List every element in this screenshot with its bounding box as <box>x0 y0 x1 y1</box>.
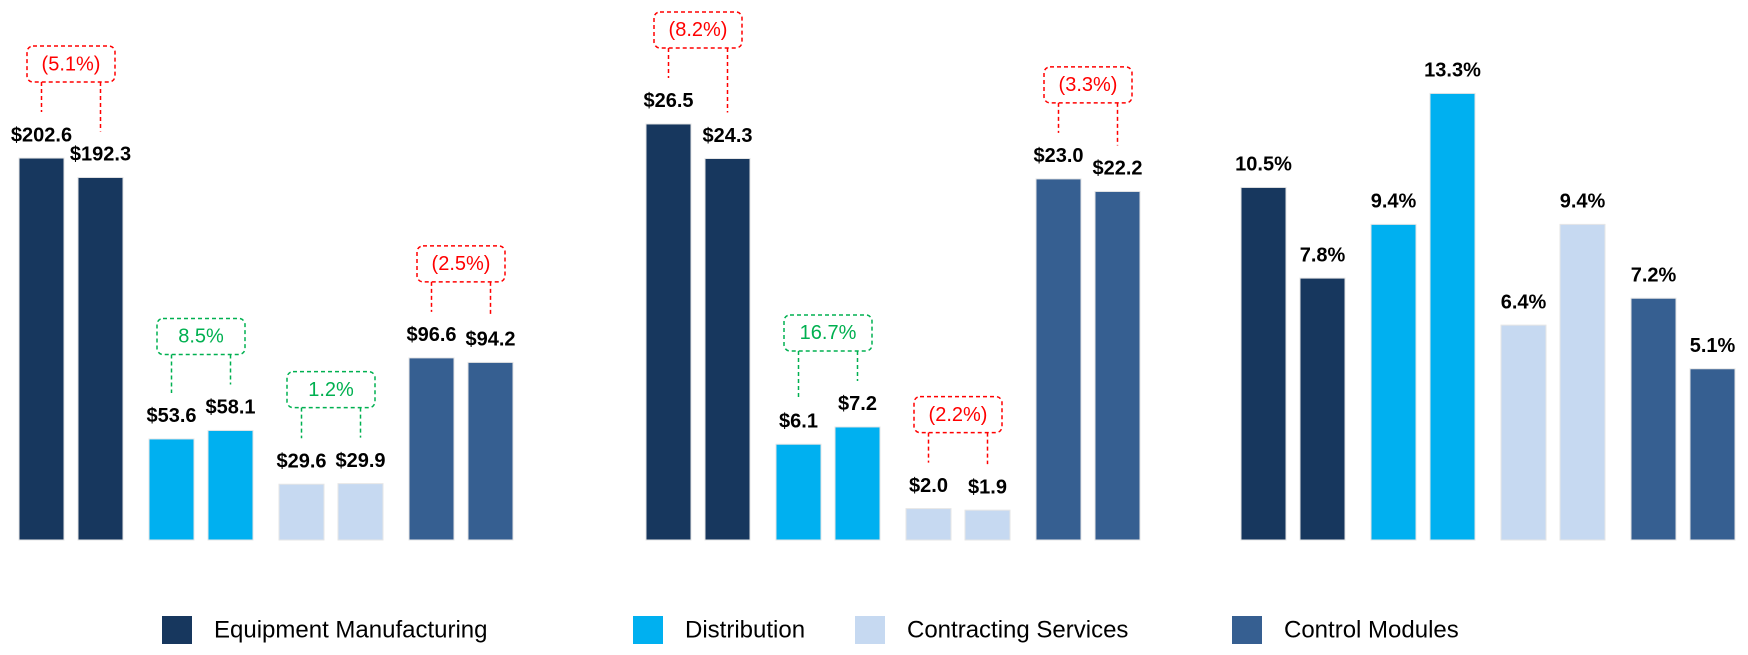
value-label: 9.4% <box>1560 191 1606 213</box>
legend-label: Distribution <box>685 616 805 643</box>
change-label: (2.2%) <box>929 404 988 426</box>
legend-swatch <box>162 616 192 644</box>
bar <box>148 438 195 541</box>
change-label: (8.2%) <box>669 19 728 41</box>
value-label: $6.1 <box>779 411 818 433</box>
value-label: $26.5 <box>643 90 693 112</box>
bar <box>18 157 65 541</box>
bar <box>1559 223 1606 541</box>
value-label: $7.2 <box>838 393 877 415</box>
value-label: 5.1% <box>1690 335 1736 357</box>
bar <box>207 429 254 541</box>
legend-swatch <box>633 616 663 644</box>
value-label: $29.6 <box>276 450 326 472</box>
bar <box>77 176 124 541</box>
bar <box>1299 277 1346 541</box>
bar <box>408 357 455 541</box>
change-box <box>156 317 246 356</box>
value-label: $53.6 <box>146 405 196 427</box>
bar <box>704 157 751 541</box>
bar <box>834 426 881 541</box>
bar <box>1370 223 1417 541</box>
bar <box>1689 368 1736 541</box>
value-label: $24.3 <box>702 125 752 147</box>
legend-swatch <box>855 616 885 644</box>
bar <box>1429 92 1476 541</box>
legend-label: Control Modules <box>1284 616 1459 643</box>
legend-swatch <box>1232 616 1262 644</box>
value-label: 10.5% <box>1235 154 1292 176</box>
value-label: $96.6 <box>406 324 456 346</box>
change-box <box>913 395 1003 434</box>
value-label: $94.2 <box>465 329 515 351</box>
value-label: 7.8% <box>1300 244 1346 266</box>
bar <box>1094 190 1141 541</box>
change-box <box>783 314 873 352</box>
change-box <box>653 11 743 49</box>
bar <box>1630 297 1677 541</box>
bar <box>1500 324 1547 541</box>
value-label: $29.9 <box>335 450 385 472</box>
legend-label: Contracting Services <box>907 616 1128 643</box>
value-label: $22.2 <box>1092 158 1142 180</box>
value-label: 13.3% <box>1424 60 1481 82</box>
bar <box>1035 178 1082 541</box>
value-label: $1.9 <box>968 476 1007 498</box>
change-label: (2.5%) <box>432 253 491 275</box>
bar <box>964 509 1011 541</box>
bar <box>905 508 952 541</box>
value-label: $202.6 <box>11 124 72 146</box>
value-label: 7.2% <box>1631 265 1677 287</box>
value-label: 9.4% <box>1371 191 1417 213</box>
change-label: (3.3%) <box>1059 74 1118 96</box>
value-label: $192.3 <box>70 144 131 166</box>
change-label: 8.5% <box>178 326 224 348</box>
change-label: (5.1%) <box>42 53 101 75</box>
bar <box>775 443 822 541</box>
value-label: $2.0 <box>909 475 948 497</box>
change-box <box>1043 66 1133 104</box>
change-box <box>286 370 376 409</box>
bar <box>645 123 692 541</box>
bar <box>467 361 514 541</box>
value-label: 6.4% <box>1501 291 1547 313</box>
value-label: $58.1 <box>205 397 255 419</box>
bar <box>1240 186 1287 541</box>
legend-label: Equipment Manufacturing <box>214 616 488 643</box>
change-label: 1.2% <box>308 379 354 401</box>
change-box <box>416 245 506 283</box>
bar <box>337 483 384 541</box>
change-label: 16.7% <box>800 322 857 344</box>
change-box <box>26 45 116 83</box>
bar <box>278 483 325 541</box>
value-label: $23.0 <box>1033 145 1083 167</box>
